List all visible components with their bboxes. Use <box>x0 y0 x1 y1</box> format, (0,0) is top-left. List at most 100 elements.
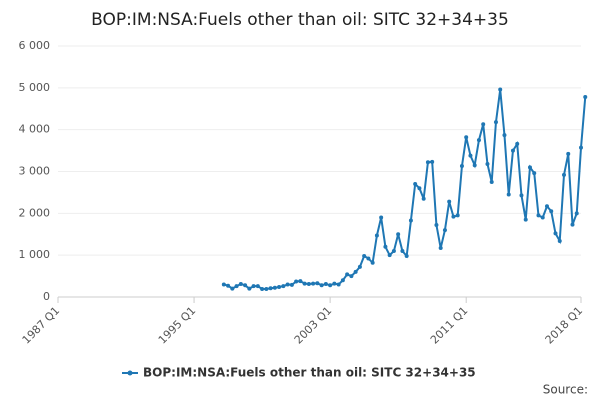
y-tick-label: 4 000 <box>19 123 51 136</box>
point <box>336 282 341 287</box>
point <box>396 232 401 237</box>
point <box>574 211 579 216</box>
x-tick-label: 1987 Q1 <box>20 304 63 347</box>
point <box>544 204 549 209</box>
point <box>366 256 371 261</box>
chart-title: BOP:IM:NSA:Fuels other than oil: SITC 32… <box>91 10 509 30</box>
point <box>379 215 384 220</box>
point <box>353 269 358 274</box>
point <box>481 122 486 127</box>
point <box>319 283 324 288</box>
point <box>302 281 307 286</box>
point <box>515 141 520 146</box>
point <box>519 193 524 198</box>
point <box>417 186 422 191</box>
point <box>332 281 337 286</box>
point <box>362 254 367 259</box>
line <box>223 89 587 291</box>
point <box>400 248 405 253</box>
point <box>345 272 350 277</box>
point <box>234 284 239 289</box>
point <box>383 244 388 249</box>
point <box>430 159 435 164</box>
point <box>306 282 311 287</box>
x-tick-label: 2011 Q1 <box>428 304 471 347</box>
point <box>493 120 498 125</box>
point <box>506 192 511 197</box>
point <box>553 231 558 236</box>
y-tick-label: 3 000 <box>19 165 51 178</box>
y-tick-label: 6 000 <box>19 39 51 52</box>
y-tick-label: 5 000 <box>19 81 51 94</box>
point <box>221 282 226 287</box>
point <box>476 138 481 143</box>
point <box>570 222 575 227</box>
point <box>425 160 430 165</box>
point <box>243 283 248 288</box>
point <box>451 214 456 219</box>
point <box>285 282 290 287</box>
x-tick-label: 1995 Q1 <box>156 304 199 347</box>
point <box>447 199 452 204</box>
point <box>255 284 260 289</box>
point <box>408 218 413 223</box>
point <box>370 260 375 265</box>
point <box>464 135 469 140</box>
x-tick-label: 2003 Q1 <box>292 304 335 347</box>
point <box>540 215 545 220</box>
point <box>438 246 443 251</box>
point <box>294 279 299 284</box>
point <box>260 287 265 292</box>
point <box>561 172 566 177</box>
point <box>404 254 409 259</box>
point <box>549 209 554 214</box>
point <box>340 278 345 283</box>
point <box>289 282 294 287</box>
point <box>523 217 528 222</box>
point <box>328 283 333 288</box>
point <box>579 145 583 150</box>
point <box>230 286 235 291</box>
point <box>413 182 418 187</box>
point <box>459 164 464 169</box>
y-tick-label: 0 <box>43 290 50 303</box>
legend-marker <box>127 370 133 376</box>
point <box>323 282 328 287</box>
point <box>566 151 571 156</box>
point <box>527 165 532 170</box>
point <box>226 283 231 288</box>
point <box>238 282 243 287</box>
point <box>311 281 316 286</box>
point <box>442 228 447 233</box>
point <box>298 279 303 284</box>
point <box>272 285 277 290</box>
point <box>455 213 460 218</box>
point <box>472 163 477 168</box>
point <box>434 223 439 228</box>
point <box>391 248 396 253</box>
point <box>264 287 269 292</box>
point <box>251 284 256 289</box>
point <box>349 274 354 279</box>
point <box>268 286 273 291</box>
point <box>498 87 503 92</box>
point <box>247 286 252 291</box>
legend-label: BOP:IM:NSA:Fuels other than oil: SITC 32… <box>143 366 476 380</box>
source: Source: <box>543 383 588 397</box>
point <box>502 133 507 138</box>
point <box>536 213 541 218</box>
point <box>315 281 320 286</box>
point <box>583 95 588 100</box>
point <box>387 253 392 258</box>
point <box>357 264 362 269</box>
point <box>374 233 379 238</box>
point <box>468 153 473 158</box>
point <box>277 284 282 289</box>
point <box>557 238 562 243</box>
y-tick-label: 1 000 <box>19 248 51 261</box>
point <box>281 284 286 289</box>
x-tick-label: 2018 Q1 <box>543 304 586 347</box>
point <box>485 161 490 166</box>
